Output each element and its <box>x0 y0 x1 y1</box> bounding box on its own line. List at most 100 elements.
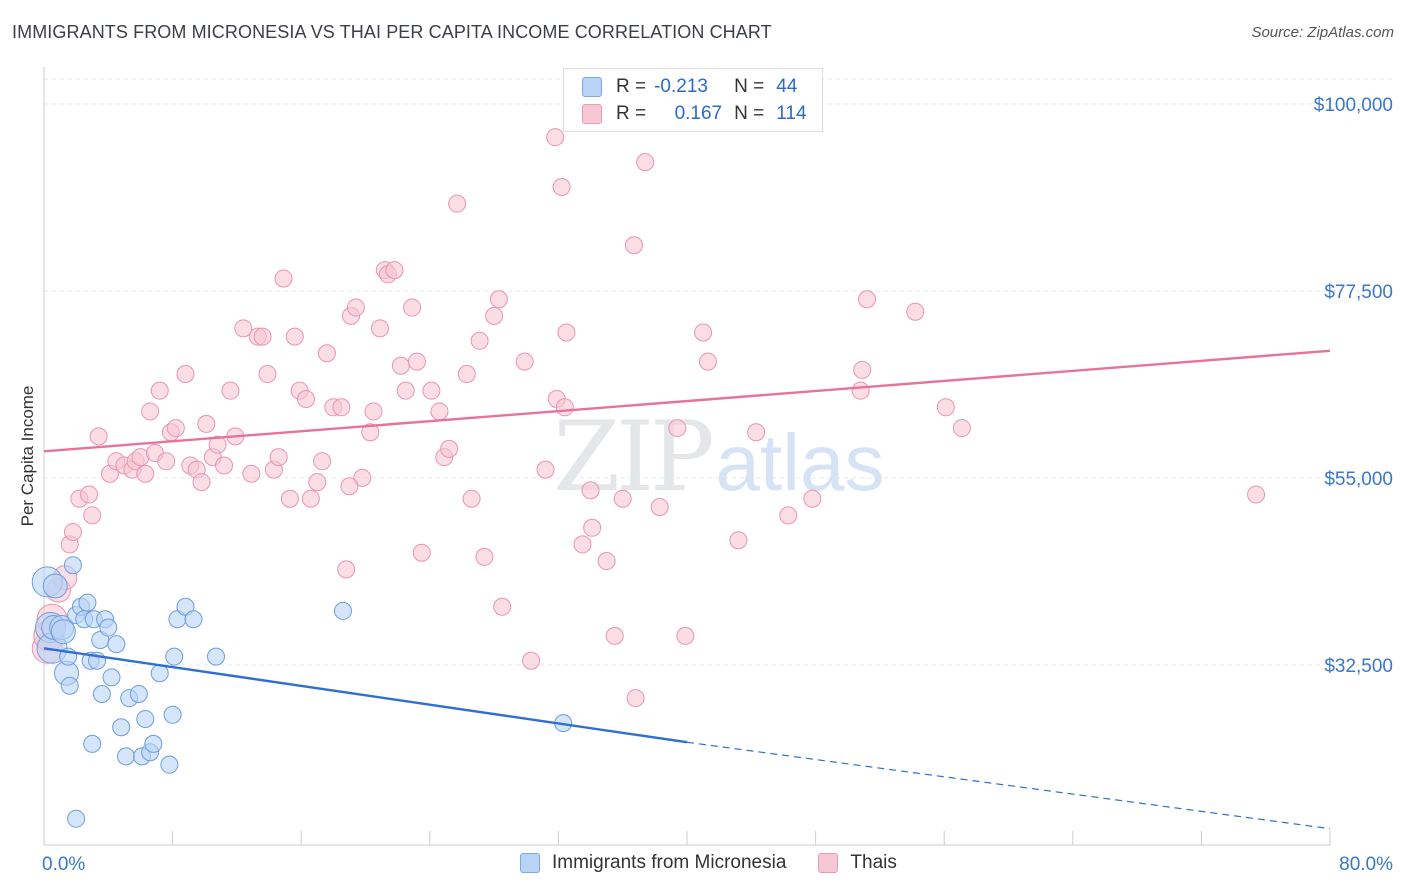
legend-swatch-blue <box>582 77 602 97</box>
grid-lines <box>44 78 1395 666</box>
data-point <box>102 668 121 687</box>
data-point <box>78 593 97 612</box>
data-point <box>308 473 327 492</box>
legend-r-label: R = <box>616 76 647 97</box>
data-point <box>1247 485 1266 504</box>
data-point <box>234 319 253 338</box>
data-point <box>99 618 118 637</box>
y-tick-label: $32,500 <box>1324 656 1393 677</box>
legend-n-label: N = <box>734 76 765 97</box>
data-point <box>116 747 135 766</box>
data-point <box>144 734 163 753</box>
legend-r-value-blue: -0.213 <box>654 76 708 97</box>
chart-title: IMMIGRANTS FROM MICRONESIA VS THAI PER C… <box>12 22 772 42</box>
data-point <box>67 809 86 828</box>
data-point <box>176 365 195 384</box>
data-point <box>361 423 380 442</box>
data-point <box>80 485 99 504</box>
data-point <box>207 647 226 666</box>
legend-n-value-blue: 44 <box>776 76 798 97</box>
data-point <box>83 734 102 753</box>
data-point <box>274 269 293 288</box>
data-point <box>107 635 126 654</box>
data-point <box>184 610 203 629</box>
data-point <box>448 194 467 213</box>
legend-row-blue: R = -0.213 N = 44 <box>582 75 797 99</box>
data-point <box>403 298 422 317</box>
data-point <box>313 452 332 471</box>
data-point <box>407 352 426 371</box>
data-point <box>470 331 489 350</box>
data-point <box>485 306 504 325</box>
legend-n-value-pink: 114 <box>776 103 807 124</box>
data-point <box>269 448 288 467</box>
data-point <box>192 473 211 492</box>
data-point <box>493 597 512 616</box>
data-point <box>396 381 415 400</box>
data-point <box>165 647 184 666</box>
watermark-zip: ZIP <box>553 401 712 513</box>
data-point <box>597 552 616 571</box>
legend-row-pink: R = 0.167 N = 114 <box>582 102 807 126</box>
y-tick-label: $100,000 <box>1314 95 1393 116</box>
data-point <box>42 573 68 599</box>
trend-line <box>43 647 688 744</box>
data-point <box>60 676 79 695</box>
trend-line <box>686 741 1331 830</box>
data-point <box>936 398 955 417</box>
data-point <box>150 381 169 400</box>
data-point <box>333 601 352 620</box>
data-point <box>779 506 798 525</box>
data-point <box>851 381 870 400</box>
data-point <box>63 556 82 575</box>
data-point <box>385 261 404 280</box>
data-point <box>605 626 624 645</box>
legend-item-micronesia: Immigrants from Micronesia <box>520 852 786 874</box>
data-point <box>676 626 695 645</box>
data-point <box>853 360 872 379</box>
data-point <box>353 468 372 487</box>
data-point <box>613 489 632 508</box>
legend-series-name: Thais <box>850 852 897 873</box>
data-point <box>583 518 602 537</box>
data-point <box>391 356 410 375</box>
data-point <box>462 489 481 508</box>
data-point <box>515 352 534 371</box>
watermark-atlas: atlas <box>716 418 885 507</box>
legend-swatch-pink <box>818 853 839 873</box>
data-point <box>747 423 766 442</box>
data-point <box>650 498 669 517</box>
data-point <box>636 153 655 172</box>
data-point <box>221 381 240 400</box>
legend-series-name: Immigrants from Micronesia <box>552 852 787 873</box>
data-point <box>668 419 687 438</box>
data-point <box>422 381 441 400</box>
data-point <box>83 506 102 525</box>
data-point <box>242 464 261 483</box>
data-point <box>906 302 925 321</box>
legend-r-value-pink: 0.167 <box>674 103 723 124</box>
data-point <box>858 290 877 309</box>
data-point <box>412 543 431 562</box>
data-point <box>552 178 571 197</box>
legend-swatch-blue <box>520 853 540 873</box>
data-point <box>340 477 359 496</box>
data-point <box>141 402 160 421</box>
data-point <box>208 435 227 454</box>
tick-labels: $32,500 $55,000 $77,500 $100,000 0.0% 80.0% <box>42 95 1393 875</box>
data-point <box>285 327 304 346</box>
x-tick-label: 80.0% <box>1339 854 1393 875</box>
source-label: Source: ZipAtlas.com <box>1251 24 1394 41</box>
data-point <box>522 651 541 670</box>
data-point <box>197 414 216 433</box>
data-point <box>803 489 822 508</box>
data-point <box>364 402 383 421</box>
legend-n-label: N = <box>734 103 765 124</box>
data-point <box>215 456 234 475</box>
data-point <box>555 398 574 417</box>
data-point <box>332 398 351 417</box>
series-legend: Immigrants from Micronesia Thais <box>520 852 929 874</box>
data-point <box>258 365 277 384</box>
y-tick-label: $77,500 <box>1324 282 1393 303</box>
